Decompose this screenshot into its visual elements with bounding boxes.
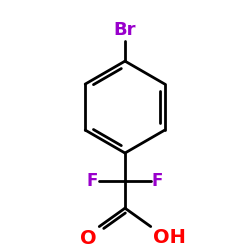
- Text: F: F: [87, 172, 98, 190]
- Text: OH: OH: [152, 228, 186, 248]
- Text: Br: Br: [114, 21, 136, 39]
- Text: O: O: [80, 229, 96, 248]
- Text: F: F: [152, 172, 163, 190]
